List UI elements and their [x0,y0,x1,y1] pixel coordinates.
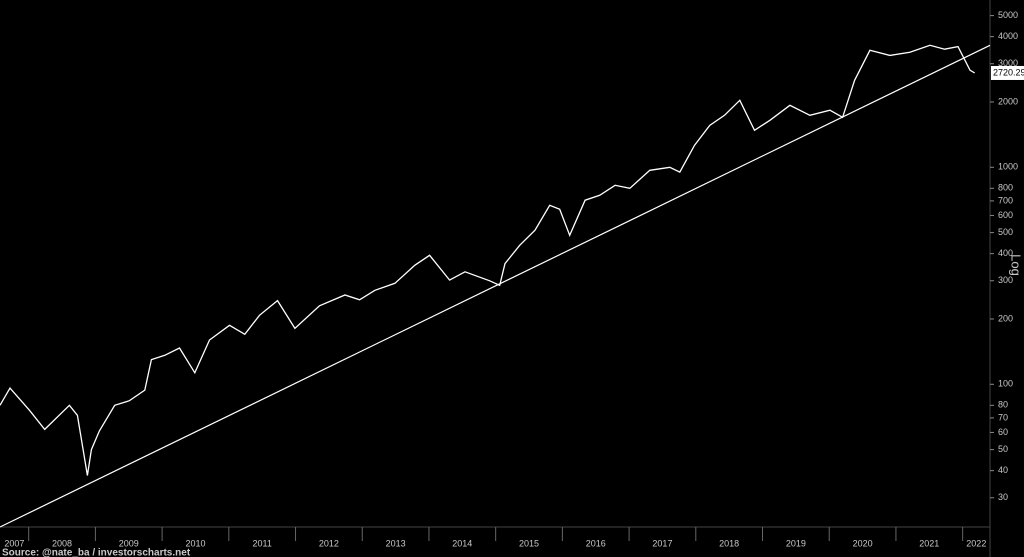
source: Source: @nate_ba / investorscharts.net [2,548,191,557]
x-tick-label: 2017 [652,538,672,548]
last-value-label: 2720.29 [993,67,1024,77]
y-tick-label: 3000 [998,58,1018,68]
x-tick-label: 2016 [586,538,606,548]
y-tick-label: 70 [998,412,1008,422]
y-tick-label: 40 [998,465,1008,475]
y-tick-label: 4000 [998,31,1018,41]
x-tick-label: 2011 [252,538,271,548]
y-tick-label: 200 [998,313,1013,323]
y-tick-label: 80 [998,400,1008,410]
x-tick-label: 2018 [719,538,739,548]
trend-line [0,44,991,528]
price-line [0,44,976,476]
y-tick-label: 1000 [998,162,1018,172]
y-tick-label: 2000 [998,96,1018,106]
x-tick-label: 2020 [853,538,873,548]
x-tick-label: 2021 [919,538,939,548]
last-value-box [991,65,1024,80]
y-tick-label: 5000 [998,10,1018,20]
x-tick-label: 2022 [966,538,986,548]
y-tick-label: 50 [998,444,1008,454]
y-tick-label: 300 [998,275,1013,285]
y-tick-label: 400 [998,248,1013,258]
y-tick-label: 800 [998,183,1013,193]
y-tick-label: 700 [998,195,1013,205]
x-tick-label: 2012 [319,538,339,548]
y-tick-label: 100 [998,379,1013,389]
y-tick-label: 600 [998,210,1013,220]
x-tick-label: 2010 [185,538,205,548]
x-tick-label: 2008 [52,538,72,548]
x-tick-label: 2007 [4,538,24,548]
y-tick-label: 30 [998,492,1008,502]
x-tick-label: 2015 [519,538,539,548]
x-tick-label: 2019 [786,538,806,548]
y-axis-label: Log [1009,254,1024,276]
y-tick-label: 500 [998,227,1013,237]
x-tick-label: 2009 [119,538,139,548]
y-tick-label: 60 [998,427,1008,437]
x-tick-label: 2013 [386,538,406,548]
x-tick-label: 2014 [452,538,472,548]
